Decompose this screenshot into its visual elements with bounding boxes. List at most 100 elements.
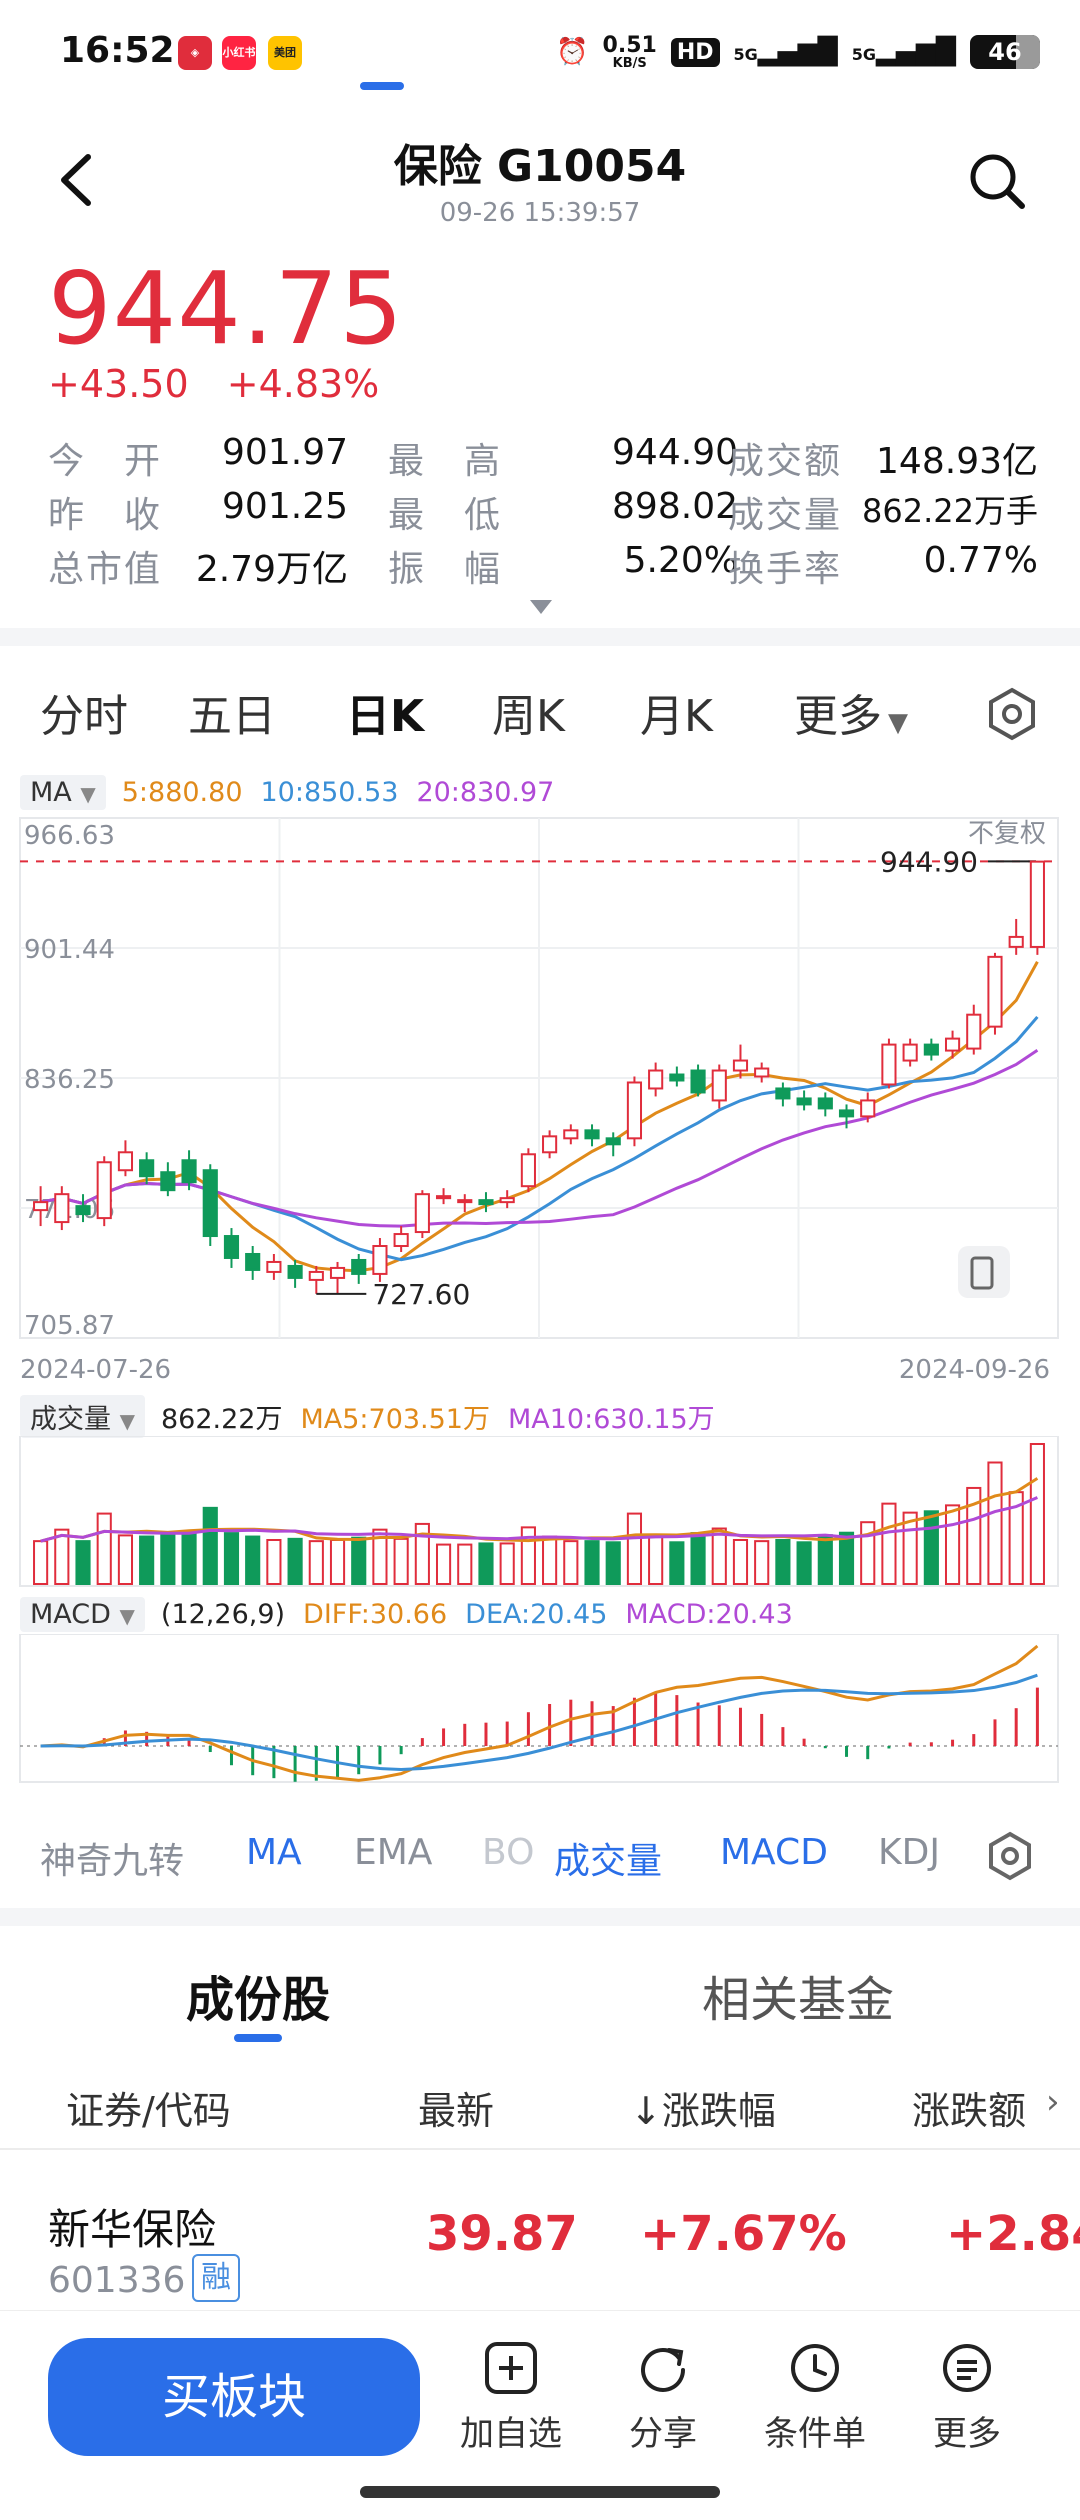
indicator-tab-kdj[interactable]: KDJ bbox=[878, 1832, 940, 1873]
volume-chart bbox=[19, 1436, 1059, 1587]
end-date-label: 2024-09-26 bbox=[899, 1355, 1050, 1385]
tab-more[interactable]: 更多 ▼ bbox=[794, 691, 908, 742]
col-security[interactable]: 证券/代码 bbox=[66, 2089, 231, 2133]
volume-bar bbox=[626, 1512, 643, 1585]
condition-order-button[interactable]: 条件单 bbox=[740, 2338, 890, 2455]
macd-diff-line bbox=[40, 1644, 1039, 1782]
volume-bar bbox=[414, 1522, 430, 1585]
candle bbox=[944, 1037, 961, 1052]
volume-bar bbox=[966, 1486, 982, 1585]
tab-intraday[interactable]: 分时 bbox=[40, 691, 128, 742]
market-cap-value: 2.79万亿 bbox=[195, 549, 348, 590]
signal-icon: 5G▂▄▆█ bbox=[733, 37, 838, 67]
prev-close-value: 901.25 bbox=[222, 486, 348, 527]
change-abs: +43.50 bbox=[48, 362, 189, 406]
col-last[interactable]: 最新 bbox=[418, 2089, 495, 2133]
quote-stats[interactable]: 今 开 901.97 最 高 944.90 成交额 148.93亿 昨 收 90… bbox=[48, 432, 1038, 594]
volume-bar bbox=[266, 1538, 282, 1585]
volume-bar bbox=[478, 1542, 494, 1586]
prev-close-label: 昨 收 bbox=[48, 495, 163, 536]
candle bbox=[96, 1161, 112, 1220]
candle bbox=[732, 1059, 749, 1072]
divider bbox=[0, 1908, 1080, 1926]
tab-five-day[interactable]: 五日 bbox=[188, 691, 276, 742]
volume-bar bbox=[75, 1540, 91, 1585]
candle bbox=[817, 1097, 833, 1110]
candle bbox=[669, 1073, 685, 1082]
candle bbox=[181, 1159, 197, 1184]
tab-weekly-k[interactable]: 周K bbox=[492, 691, 565, 742]
amplitude-label: 振 幅 bbox=[388, 549, 503, 590]
tab-daily-k[interactable]: 日K bbox=[346, 691, 425, 742]
y-tick-label: 966.63 bbox=[24, 821, 115, 851]
candle bbox=[308, 1270, 324, 1281]
page-title: 保险 G10054 bbox=[393, 141, 687, 192]
stock-change-pct: +7.67% bbox=[640, 2206, 847, 2262]
candle bbox=[584, 1129, 600, 1140]
back-button[interactable] bbox=[50, 145, 110, 215]
col-change-pct[interactable]: ↓涨跌幅 bbox=[630, 2089, 776, 2133]
macd-dea-line bbox=[40, 1673, 1038, 1772]
volume-bar bbox=[838, 1531, 855, 1585]
volume-bar bbox=[351, 1536, 367, 1585]
share-button[interactable]: 分享 bbox=[588, 2338, 738, 2455]
macd-params: (12,26,9) bbox=[160, 1598, 286, 1630]
volume-bar bbox=[457, 1543, 473, 1585]
candle bbox=[202, 1169, 218, 1238]
indicator-tab-nine[interactable]: 神奇九转 bbox=[40, 1841, 185, 1882]
turnover-label: 成交额 bbox=[728, 441, 843, 482]
kline-chart[interactable]: 966.63901.44836.25771.06705.87944.90不复权7… bbox=[0, 810, 1080, 1390]
volume-bar bbox=[329, 1538, 346, 1585]
expand-down-icon[interactable] bbox=[530, 600, 552, 614]
candle bbox=[775, 1087, 791, 1100]
macd-selector[interactable]: MACD ▼ bbox=[20, 1596, 145, 1632]
status-time: 16:52 bbox=[60, 30, 175, 71]
indicator-tab-boll[interactable]: BO bbox=[482, 1832, 535, 1873]
more-button[interactable]: 更多 bbox=[892, 2338, 1042, 2455]
indicator-tab-ema[interactable]: EMA bbox=[354, 1832, 433, 1873]
ma10-value: 10:850.53 bbox=[260, 776, 399, 808]
volume-bar bbox=[54, 1528, 70, 1585]
indicator-settings-icon[interactable] bbox=[984, 1830, 1036, 1882]
dropdown-icon: ▼ bbox=[119, 1603, 135, 1628]
tab-constituents[interactable]: 成份股 bbox=[186, 1972, 331, 2028]
start-date-label: 2024-07-26 bbox=[20, 1355, 171, 1385]
icbc-icon: ◈ bbox=[178, 36, 212, 70]
low-value: 898.02 bbox=[612, 486, 738, 527]
volume-bar bbox=[372, 1528, 388, 1585]
buy-sector-button[interactable]: 买板块 bbox=[48, 2338, 420, 2456]
volume-selector[interactable]: 成交量 ▼ bbox=[20, 1394, 145, 1438]
settings-hex-icon[interactable] bbox=[984, 686, 1040, 742]
indicator-tabs: 神奇九转 MA EMA BO 成交量 MACD KDJ bbox=[0, 1820, 1080, 1890]
dropdown-icon: ▼ bbox=[80, 781, 96, 806]
candle bbox=[329, 1266, 346, 1279]
volume-bar bbox=[584, 1540, 600, 1585]
tab-related-funds[interactable]: 相关基金 bbox=[702, 1972, 895, 2028]
status-bar: 16:52 ◈ 小红书 美团 ⏰ 0.51 KB/S HD 5G▂▄▆█ 5G▂… bbox=[0, 0, 1080, 110]
candle bbox=[902, 1043, 918, 1062]
candle bbox=[351, 1258, 367, 1275]
open-value: 901.97 bbox=[222, 432, 348, 473]
add-watchlist-button[interactable]: 加自选 bbox=[436, 2338, 586, 2455]
volume-value: 862.22万 bbox=[160, 1403, 283, 1435]
candle bbox=[245, 1252, 261, 1271]
volume-bar bbox=[223, 1532, 240, 1585]
volume-bar bbox=[860, 1521, 876, 1586]
indicator-tab-macd[interactable]: MACD bbox=[720, 1832, 828, 1873]
col-change-abs[interactable]: 涨跌额 bbox=[912, 2089, 1027, 2133]
y-tick-label: 705.87 bbox=[24, 1311, 115, 1341]
search-button[interactable] bbox=[964, 148, 1030, 214]
signal-icon-2: 5G▂▄▆█ bbox=[851, 37, 956, 67]
indicator-tab-ma[interactable]: MA bbox=[246, 1832, 302, 1873]
volume-bar bbox=[202, 1506, 218, 1585]
margin-badge: 融 bbox=[192, 2254, 240, 2302]
tab-monthly-k[interactable]: 月K bbox=[640, 691, 713, 742]
volume-bar bbox=[160, 1534, 176, 1585]
candle bbox=[435, 1195, 452, 1200]
chevron-right-icon[interactable]: › bbox=[1046, 2082, 1060, 2122]
ma-selector[interactable]: MA ▼ bbox=[20, 774, 106, 810]
indicator-tab-volume[interactable]: 成交量 bbox=[554, 1841, 663, 1882]
volume-bar bbox=[117, 1534, 134, 1585]
candle bbox=[966, 1013, 982, 1050]
rotate-screen-icon bbox=[958, 1246, 1010, 1298]
